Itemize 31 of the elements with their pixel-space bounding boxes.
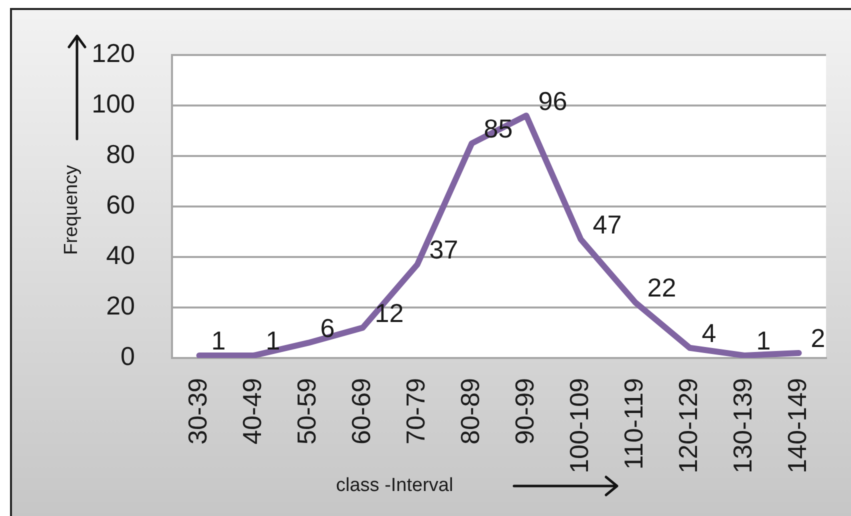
y-tick-label: 60 bbox=[106, 190, 135, 220]
data-label: 12 bbox=[374, 298, 404, 328]
y-tick-label: 120 bbox=[92, 38, 135, 68]
y-tick-label: 80 bbox=[106, 139, 135, 170]
x-tick-label: 130-139 bbox=[727, 378, 758, 474]
data-label: 22 bbox=[647, 272, 676, 303]
x-tick-label: 110-119 bbox=[618, 378, 648, 470]
data-label: 2 bbox=[810, 323, 826, 354]
y-tick-label: 40 bbox=[106, 240, 135, 270]
data-label: 47 bbox=[592, 209, 622, 240]
data-label: 1 bbox=[266, 326, 280, 356]
x-tick-label: 90-99 bbox=[509, 378, 540, 444]
y-tick-label: 20 bbox=[106, 290, 135, 321]
x-tick-label: 60-69 bbox=[346, 378, 376, 444]
x-tick-label: 70-79 bbox=[400, 378, 430, 444]
data-label: 96 bbox=[538, 86, 568, 116]
data-label: 1 bbox=[756, 326, 771, 356]
x-tick-label: 140-149 bbox=[782, 378, 812, 474]
y-tick-label: 100 bbox=[92, 88, 135, 119]
x-tick-label: 40-49 bbox=[236, 378, 267, 444]
x-tick-label: 100-109 bbox=[564, 378, 594, 474]
data-label: 1 bbox=[211, 326, 226, 356]
y-tick-label: 0 bbox=[120, 341, 135, 372]
x-tick-label: 80-89 bbox=[454, 378, 485, 444]
data-label: 4 bbox=[702, 318, 716, 348]
x-tick-label: 50-59 bbox=[291, 378, 322, 444]
y-axis-title: Frequency bbox=[61, 165, 83, 255]
x-tick-label: 120-129 bbox=[672, 378, 703, 474]
x-axis-title: class -Interval bbox=[336, 475, 454, 497]
x-tick-label: 30-39 bbox=[182, 378, 212, 444]
data-label: 37 bbox=[429, 234, 458, 265]
